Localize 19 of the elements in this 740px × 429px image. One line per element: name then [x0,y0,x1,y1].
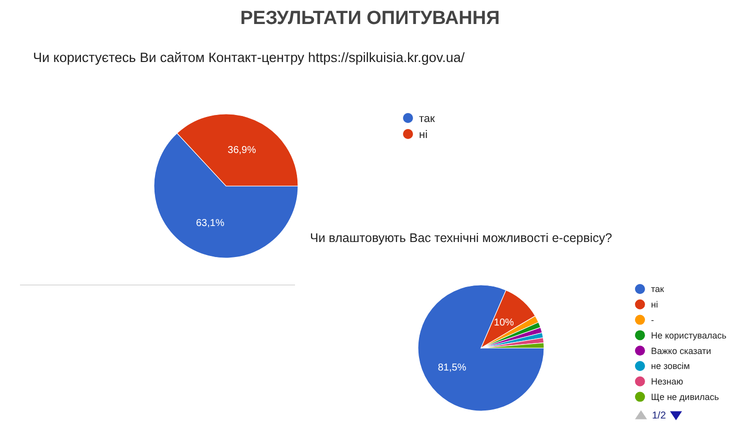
legend-label: Незнаю [651,376,684,387]
legend-label: ні [419,128,428,141]
legend-label: так [419,112,436,125]
data-label: 36,9% [228,145,256,156]
data-label: 81,5% [438,362,466,374]
legend-label: Ще не дивилась [651,392,720,402]
legend-label: ні [651,300,658,310]
legend-label: так [651,284,664,294]
legend-label: Важко сказати [651,346,712,356]
data-label: 10% [494,318,514,329]
chart-subtitle: Чи користуєтесь Ви сайтом Контакт-центру https://spilkuisia.kr.gov.ua/ [33,50,465,65]
chart-title: РЕЗУЛЬТАТИ ОПИТУВАННЯ [240,8,500,29]
data-label: 63,1% [196,218,224,229]
legend-label: - [651,314,654,325]
text: 1/2 [652,410,666,422]
pie-slice [418,284,544,412]
legend-label: Не користувалась [651,330,727,340]
legend-label: не зовсім [651,361,690,372]
chart-title: Чи влаштовують Вас технічні можливості е-сервісу? [310,231,612,245]
